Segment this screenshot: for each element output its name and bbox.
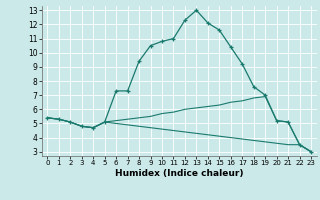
X-axis label: Humidex (Indice chaleur): Humidex (Indice chaleur) — [115, 169, 244, 178]
